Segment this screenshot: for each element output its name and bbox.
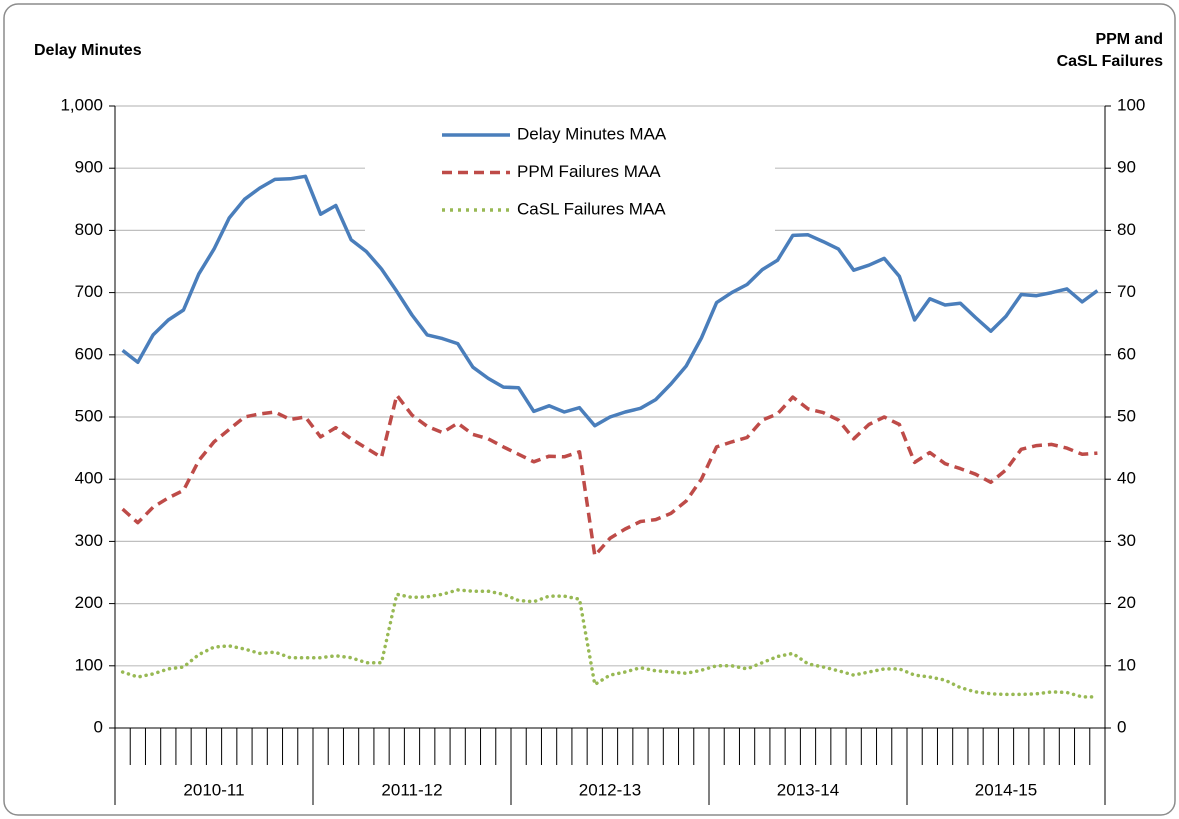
- y-tick-label: 700: [75, 282, 103, 301]
- series-line: [121, 393, 1098, 558]
- y-tick-label: 800: [75, 220, 103, 239]
- y2-tick-label: 50: [1117, 406, 1136, 425]
- y2-tick-label: 100: [1117, 95, 1145, 114]
- y-tick-label: 1,000: [60, 95, 103, 114]
- y2-axis-title: PPM and CaSL Failures: [1056, 31, 1163, 70]
- series-line: [120, 588, 1100, 699]
- y-tick-label: 600: [75, 344, 103, 363]
- legend-label: CaSL Failures MAA: [517, 199, 666, 218]
- series-line: [121, 174, 1099, 428]
- x-group-label: 2011-12: [381, 780, 442, 799]
- legend-background: [365, 116, 775, 234]
- y2-tick-label: 70: [1117, 282, 1136, 301]
- y-axis-title: Delay Minutes: [34, 42, 142, 59]
- y-tick-label: 100: [75, 655, 103, 674]
- y-tick-label: 900: [75, 158, 103, 177]
- y-tick-label: 300: [75, 531, 103, 550]
- y2-tick-label: 80: [1117, 220, 1136, 239]
- legend-label: PPM Failures MAA: [517, 162, 661, 181]
- y-tick-label: 200: [75, 593, 103, 612]
- y2-tick-label: 20: [1117, 593, 1136, 612]
- x-group-label: 2012-13: [579, 780, 641, 799]
- legend-label: Delay Minutes MAA: [517, 124, 667, 143]
- y-tick-label: 500: [75, 406, 103, 425]
- y-tick-label: 0: [94, 717, 103, 736]
- x-group-label: 2010-11: [183, 780, 244, 799]
- y2-tick-label: 30: [1117, 531, 1136, 550]
- y2-tick-label: 60: [1117, 344, 1136, 363]
- y-tick-label: 400: [75, 469, 103, 488]
- x-group-label: 2013-14: [777, 780, 839, 799]
- y2-tick-label: 10: [1117, 655, 1136, 674]
- y2-tick-label: 0: [1117, 717, 1126, 736]
- chart-border: [3, 3, 1176, 816]
- x-group-label: 2014-15: [975, 780, 1037, 799]
- y2-tick-label: 90: [1117, 158, 1136, 177]
- y2-tick-label: 40: [1117, 469, 1136, 488]
